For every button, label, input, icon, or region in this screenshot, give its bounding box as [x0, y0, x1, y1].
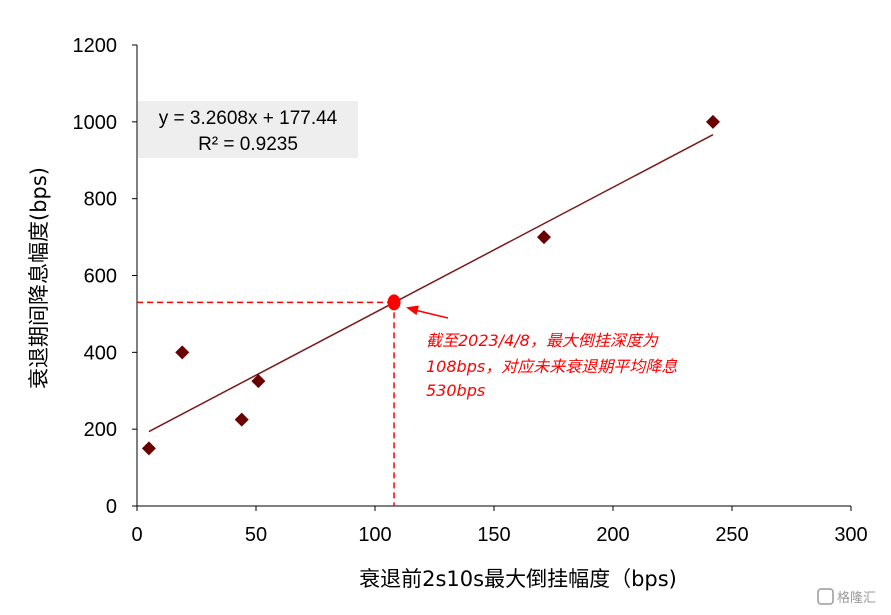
data-point	[251, 374, 266, 389]
trendline-equation-box: y = 3.2608x + 177.44 R² = 0.9235	[138, 101, 358, 158]
y-tick-label: 0	[106, 496, 117, 518]
annotation-arrow-line	[411, 308, 449, 319]
watermark: 格隆汇	[817, 588, 876, 606]
x-tick-label: 0	[131, 524, 142, 546]
data-point	[175, 345, 190, 360]
x-axis-title: 衰退前2s10s最大倒挂幅度（bps)	[359, 567, 677, 591]
data-point	[705, 114, 720, 129]
x-tick-label: 50	[245, 524, 267, 546]
x-tick-label: 200	[596, 524, 629, 546]
y-tick-label: 200	[84, 419, 117, 441]
trendline-group	[148, 134, 714, 433]
x-tick-label: 150	[477, 524, 510, 546]
y-tick-label: 1200	[73, 35, 118, 57]
annotation-line-3: 530bps	[426, 381, 485, 400]
annotation-line-2: 108bps，对应未来衰退期平均降息	[426, 357, 677, 376]
data-point	[536, 230, 551, 245]
trendline-r-squared: R² = 0.9235	[198, 134, 298, 155]
y-tick-label: 400	[84, 342, 117, 364]
highlight-guides	[137, 301, 395, 506]
watermark-logo-icon	[817, 588, 834, 605]
data-point	[234, 412, 249, 427]
annotation-arrowhead	[406, 305, 419, 316]
y-tick-labels: 0 200 400 600 800 1000 1200	[73, 35, 137, 518]
trendline	[148, 134, 714, 433]
trendline-equation: y = 3.2608x + 177.44	[159, 108, 338, 129]
highlight-annotation: 截至2023/4/8，最大倒挂深度为 108bps，对应未来衰退期平均降息 53…	[426, 331, 677, 400]
y-tick-label: 1000	[73, 112, 118, 134]
y-tick-label: 800	[84, 189, 117, 211]
data-point	[141, 441, 156, 456]
x-tick-label: 300	[834, 524, 867, 546]
highlight-point	[387, 294, 401, 311]
x-tick-label: 100	[358, 524, 391, 546]
x-tick-labels: 0 50 100 150 200 250 300	[131, 506, 868, 546]
annotation-line-1: 截至2023/4/8，最大倒挂深度为	[426, 331, 659, 350]
highlight-group	[387, 294, 449, 319]
watermark-text: 格隆汇	[837, 590, 876, 606]
data-points	[141, 114, 720, 456]
y-tick-label: 600	[84, 266, 117, 288]
x-tick-label: 250	[715, 524, 748, 546]
y-axis-title: 衰退期间降息幅度(bps)	[27, 167, 51, 389]
equation-background	[138, 101, 358, 158]
